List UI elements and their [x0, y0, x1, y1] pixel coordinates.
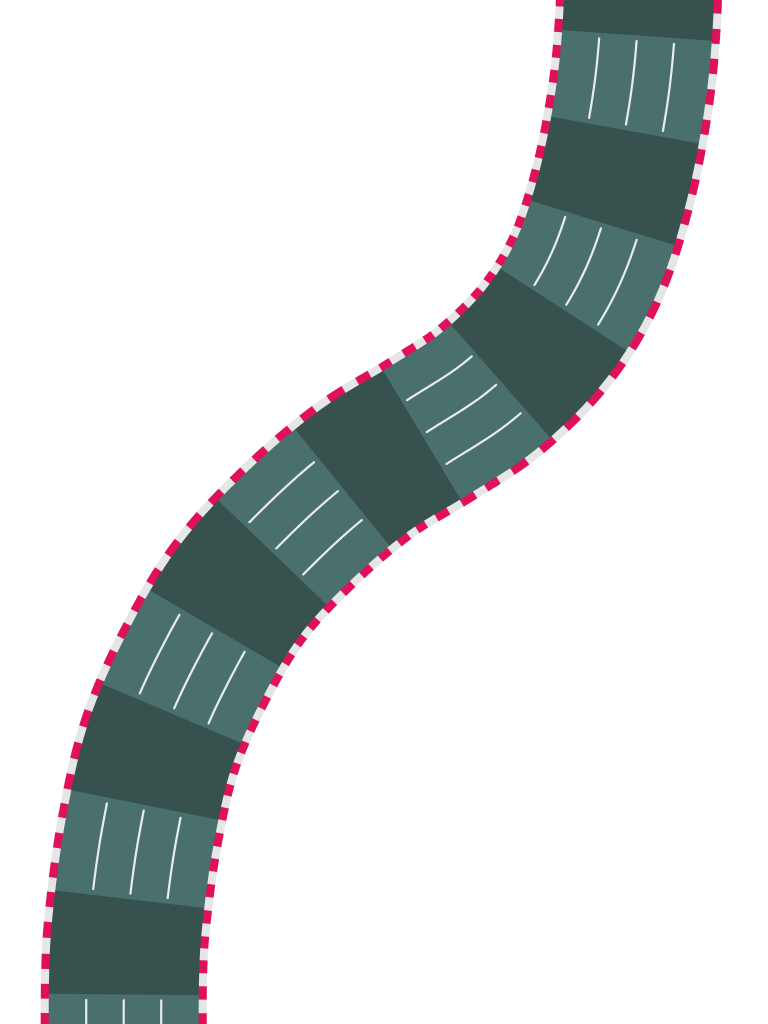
- lane-line: [405, 355, 473, 402]
- track-segment-3: [530, 116, 699, 246]
- lane-line: [533, 215, 567, 287]
- race-track: [40, 0, 722, 1024]
- lane-line: [129, 809, 145, 895]
- lane-line: [275, 490, 339, 550]
- lane-line: [302, 518, 363, 576]
- lane-line: [587, 37, 601, 120]
- track-segment-6: [382, 324, 551, 500]
- track-segment-11: [71, 684, 241, 821]
- track-segment-7: [294, 370, 461, 547]
- track-segment-10: [102, 590, 280, 744]
- lane-line: [138, 613, 181, 695]
- track-segment-9: [149, 500, 327, 667]
- track-segment-8: [217, 429, 390, 605]
- lane-line: [207, 650, 246, 725]
- lane-line: [565, 227, 603, 306]
- lane-line: [445, 412, 522, 466]
- lane-line: [597, 238, 638, 326]
- track-segment-4: [499, 200, 675, 351]
- lane-line: [624, 40, 638, 126]
- track-segment-1: [562, 0, 714, 42]
- track-segment-5: [450, 268, 627, 438]
- lane-line: [166, 816, 182, 900]
- lane-line: [248, 461, 316, 524]
- lane-line: [92, 802, 108, 891]
- lane-line: [173, 632, 214, 710]
- track-segment-13: [48, 890, 205, 996]
- lane-line: [661, 42, 676, 133]
- lane-line: [425, 383, 498, 434]
